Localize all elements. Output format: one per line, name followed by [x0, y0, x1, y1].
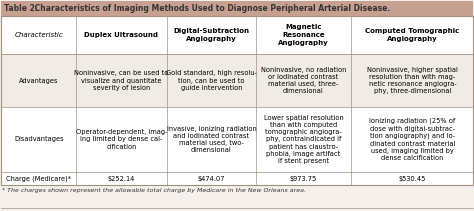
Text: Invasive, ionizing radiation
and iodinated contrast
material used, two-
dimensio: Invasive, ionizing radiation and iodinat…: [167, 126, 256, 153]
Text: Gold standard, high resolu-
tion, can be used to
guide intervention: Gold standard, high resolu- tion, can be…: [166, 70, 257, 91]
Text: Computed Tomographic
Angiography: Computed Tomographic Angiography: [365, 28, 460, 42]
Text: Operator-dependent, imag-
ing limited by dense cal-
cification: Operator-dependent, imag- ing limited by…: [76, 129, 167, 150]
Text: $530.45: $530.45: [399, 176, 426, 181]
Text: $252.14: $252.14: [108, 176, 135, 181]
Text: Charge (Medicare)*: Charge (Medicare)*: [7, 175, 72, 182]
Bar: [1, 16, 473, 185]
Bar: [2, 107, 474, 172]
Bar: [2, 16, 474, 54]
Text: Duplex Ultrasound: Duplex Ultrasound: [84, 32, 158, 38]
Bar: [1, 1, 473, 16]
Text: Lower spatial resolution
than with computed
tomographic angiogra-
phy, contraind: Lower spatial resolution than with compu…: [264, 115, 343, 164]
Text: Characteristic: Characteristic: [15, 32, 64, 38]
Bar: [2, 54, 474, 107]
Text: Ionizing radiation (25% of
dose with digital-subtrac-
tion angiography) and io-
: Ionizing radiation (25% of dose with dig…: [369, 118, 456, 161]
Text: Characteristics of Imaging Methods Used to Diagnose Peripheral Arterial Disease.: Characteristics of Imaging Methods Used …: [32, 4, 390, 13]
Bar: [2, 172, 474, 185]
Text: Noninvasive, no radiation
or iodinated contrast
material used, three-
dimensiona: Noninvasive, no radiation or iodinated c…: [261, 67, 346, 94]
Text: Digital-Subtraction
Angiography: Digital-Subtraction Angiography: [173, 28, 249, 42]
Text: $973.75: $973.75: [290, 176, 317, 181]
Text: Magnetic
Resonance
Angiography: Magnetic Resonance Angiography: [278, 24, 329, 46]
Text: Noninvasive, higher spatial
resolution than with mag-
netic resonance angiogra-
: Noninvasive, higher spatial resolution t…: [367, 67, 458, 94]
Text: * The charges shown represent the allowable total charge by Medicare in the New : * The charges shown represent the allowa…: [2, 188, 306, 193]
Text: Noninvasive, can be used to
visualize and quantitate
severity of lesion: Noninvasive, can be used to visualize an…: [74, 70, 169, 91]
Text: Table 2.: Table 2.: [4, 4, 38, 13]
Text: $474.07: $474.07: [198, 176, 225, 181]
Text: Disadvantages: Disadvantages: [14, 137, 64, 142]
Text: Advantages: Advantages: [19, 77, 59, 84]
